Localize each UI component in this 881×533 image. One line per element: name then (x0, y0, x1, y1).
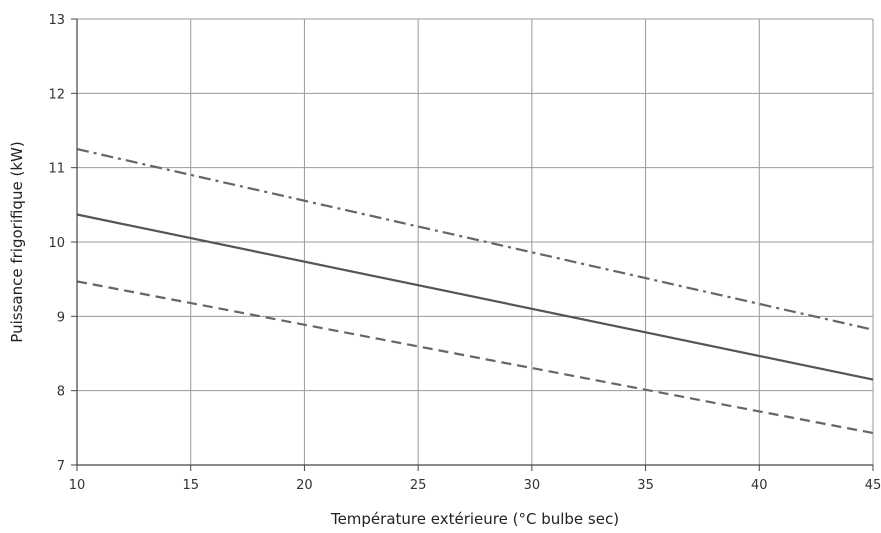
y-tick-label: 11 (48, 162, 65, 177)
y-tick-label: 10 (48, 236, 65, 251)
x-tick-label: 40 (751, 478, 768, 493)
x-tick-label: 20 (296, 478, 313, 493)
x-tick-label: 30 (524, 478, 541, 493)
y-tick-label: 7 (57, 459, 65, 474)
series-line-1 (76, 148, 874, 331)
series-line-3 (76, 280, 874, 435)
x-tick-label: 25 (410, 478, 427, 493)
y-tick-label: 13 (48, 13, 65, 28)
x-tick-label: 45 (865, 478, 881, 493)
series-lines (76, 148, 874, 435)
x-tick-label: 35 (637, 478, 654, 493)
x-tick-label: 15 (182, 478, 199, 493)
x-axis-title: Température extérieure (°C bulbe sec) (330, 510, 619, 528)
series-line-2 (76, 213, 874, 381)
y-tick-label: 9 (57, 310, 65, 325)
axes (71, 18, 874, 471)
tick-labels: 10 15 20 25 30 35 40 45 7 8 9 10 11 12 13 (48, 13, 881, 493)
y-tick-label: 8 (57, 385, 65, 400)
grid-lines (76, 18, 874, 466)
y-axis-title: Puissance frigorifique (kW) (8, 141, 26, 342)
x-tick-label: 10 (69, 478, 86, 493)
y-tick-label: 12 (48, 87, 65, 102)
